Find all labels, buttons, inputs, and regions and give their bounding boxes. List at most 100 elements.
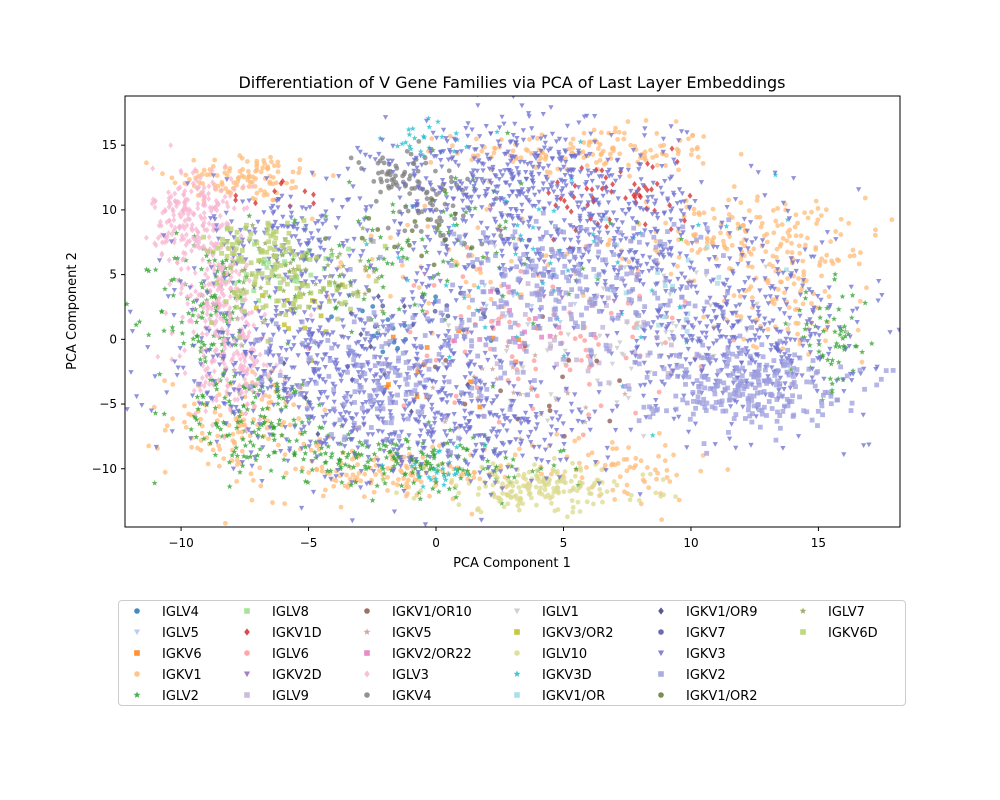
data-point — [667, 279, 673, 285]
data-point — [818, 297, 824, 303]
data-point — [212, 381, 218, 388]
data-point — [487, 346, 493, 352]
data-point — [512, 250, 519, 257]
data-point — [692, 199, 698, 204]
data-point — [212, 217, 218, 222]
data-point — [661, 382, 667, 388]
data-point — [245, 321, 251, 328]
data-point — [571, 167, 577, 173]
data-point — [368, 333, 374, 339]
data-point — [843, 346, 849, 352]
data-point — [460, 471, 466, 477]
data-point — [286, 339, 292, 345]
data-point — [220, 401, 227, 406]
data-point — [334, 361, 340, 366]
data-point — [603, 174, 609, 181]
data-point — [232, 337, 237, 344]
data-point — [256, 393, 262, 398]
data-point — [640, 282, 646, 288]
data-point — [505, 465, 511, 470]
data-point — [403, 276, 409, 282]
data-point — [471, 282, 477, 288]
data-point — [270, 353, 276, 359]
data-point — [561, 489, 567, 495]
data-point — [548, 343, 554, 349]
data-point — [291, 225, 297, 230]
data-point — [551, 207, 557, 214]
data-point — [434, 467, 441, 474]
data-point — [386, 449, 393, 455]
data-point — [688, 284, 694, 290]
data-point — [781, 387, 787, 392]
data-point — [379, 169, 385, 175]
data-point — [490, 482, 496, 488]
data-point — [611, 238, 617, 244]
data-point — [610, 487, 616, 493]
data-point — [446, 147, 453, 153]
data-point — [238, 342, 244, 349]
data-point — [684, 328, 690, 334]
data-point — [172, 190, 178, 197]
data-point — [474, 394, 481, 401]
data-point — [429, 485, 436, 492]
data-point — [350, 464, 357, 470]
data-point — [163, 310, 169, 317]
data-point — [405, 236, 412, 243]
data-point — [536, 162, 542, 167]
data-point — [190, 169, 196, 176]
data-point — [338, 378, 344, 384]
data-point — [601, 161, 607, 167]
data-point — [477, 266, 483, 272]
data-point — [739, 240, 744, 246]
data-point — [461, 456, 468, 463]
data-point — [483, 124, 489, 129]
data-point — [573, 465, 580, 472]
data-point — [365, 362, 371, 367]
data-point — [649, 212, 656, 217]
data-point — [484, 152, 490, 158]
data-point — [791, 281, 797, 287]
data-point — [575, 235, 581, 241]
data-point — [358, 469, 364, 474]
data-point — [690, 133, 695, 139]
data-point — [488, 319, 494, 324]
data-point — [355, 462, 361, 467]
data-point — [211, 282, 217, 289]
data-point — [431, 274, 438, 279]
data-point — [376, 463, 382, 469]
data-point — [477, 404, 483, 410]
data-point — [554, 479, 560, 485]
data-point — [317, 325, 323, 331]
data-point — [704, 244, 710, 250]
data-point — [579, 419, 586, 425]
data-point — [252, 355, 258, 360]
data-point — [213, 380, 220, 387]
data-point — [219, 258, 226, 265]
data-point — [242, 442, 249, 449]
data-point — [530, 224, 536, 230]
data-point — [204, 372, 210, 380]
data-point — [490, 189, 497, 195]
data-point — [691, 232, 696, 238]
data-point — [425, 397, 432, 403]
data-point — [564, 514, 570, 520]
data-point — [350, 429, 356, 434]
data-point — [597, 333, 603, 339]
data-point — [653, 490, 659, 496]
data-point — [435, 448, 441, 455]
data-point — [588, 193, 594, 199]
data-point — [239, 460, 246, 465]
data-point — [457, 475, 464, 481]
data-point — [416, 285, 422, 290]
data-point — [199, 400, 206, 407]
data-point — [236, 388, 242, 393]
data-point — [278, 406, 285, 412]
data-point — [835, 257, 840, 262]
data-point — [290, 307, 296, 313]
data-point — [206, 195, 212, 202]
data-point — [288, 215, 294, 221]
data-point — [284, 390, 290, 396]
data-point — [328, 253, 334, 259]
data-point — [386, 371, 392, 377]
data-point — [95, 320, 100, 325]
